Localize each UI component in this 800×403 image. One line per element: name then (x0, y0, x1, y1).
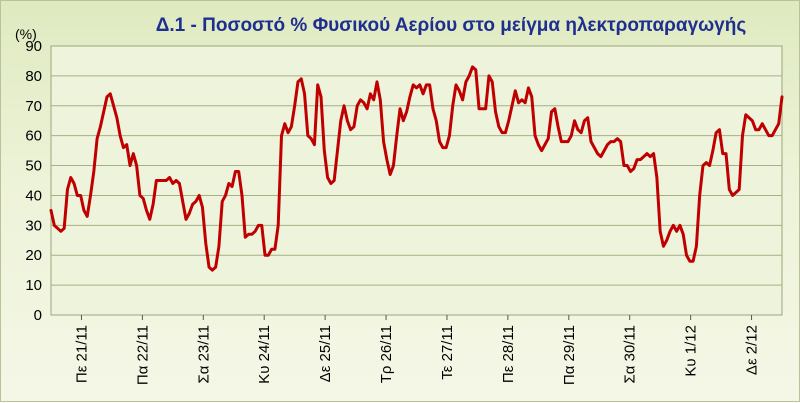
chart-title: Δ.1 - Ποσοστό % Φυσικού Αερίου στο μείγμ… (156, 15, 747, 36)
x-tick-label: Πε 28/11 (500, 325, 517, 383)
x-tick-label: Δε 2/12 (744, 325, 761, 375)
x-tick-label: Πα 29/11 (561, 325, 578, 385)
y-tick-label: 50 (25, 158, 42, 175)
gridlines (51, 75, 782, 286)
y-tick-label: 80 (25, 68, 42, 85)
x-tick-label: Πα 22/11 (134, 325, 151, 385)
x-tick-label: Πε 21/11 (73, 325, 90, 383)
y-tick-label: 20 (25, 247, 42, 264)
y-tick-label: 10 (25, 277, 42, 294)
y-tick-label: 0 (34, 307, 42, 324)
x-tick-label: Σα 30/11 (622, 325, 639, 384)
series-layer (49, 65, 784, 272)
y-axis-unit-label: (%) (15, 26, 37, 42)
x-axis: Πε 21/11 Πα 22/11 Σα 23/11 Κυ 24/11 Δε 25/11… (73, 315, 761, 385)
y-tick-label: 60 (25, 128, 42, 145)
x-tick-label: Σα 23/11 (195, 325, 212, 384)
x-tick-label: Τε 27/11 (439, 325, 456, 380)
y-axis: 0 10 20 30 40 50 60 70 80 90 (25, 38, 42, 324)
y-tick-label: 40 (25, 187, 42, 204)
y-tick-label: 70 (25, 98, 42, 115)
y-tick-label: 90 (25, 38, 42, 55)
y-tick-label: 30 (25, 217, 42, 234)
x-tick-label: Κυ 24/11 (256, 325, 273, 384)
series-line (49, 65, 784, 272)
x-tick-label: Δε 25/11 (317, 325, 334, 382)
x-tick-label: Κυ 1/12 (683, 325, 700, 377)
x-tick-label: Τρ 26/11 (378, 325, 395, 383)
